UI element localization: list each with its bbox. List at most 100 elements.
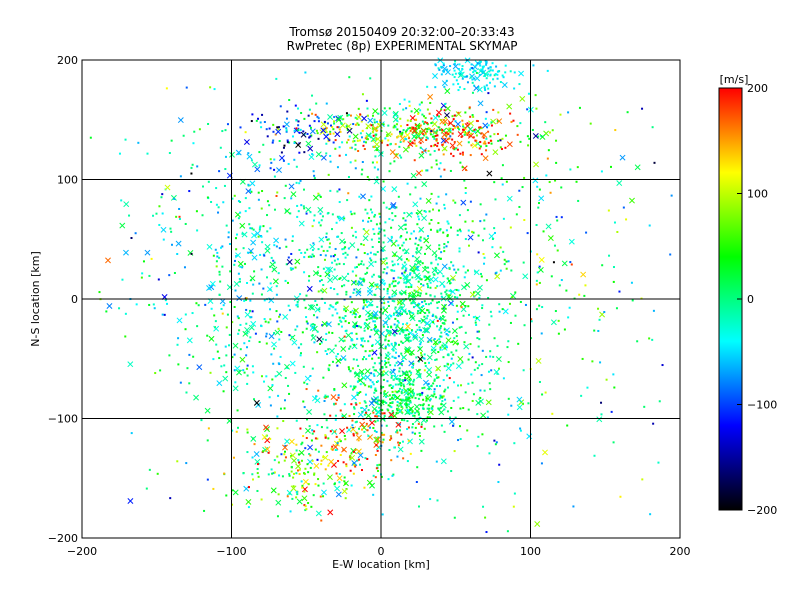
data-point	[396, 401, 399, 404]
data-point	[451, 303, 454, 306]
data-point-cross	[332, 444, 339, 450]
data-point-cross	[472, 64, 479, 70]
data-point	[584, 284, 587, 287]
data-point	[301, 484, 304, 487]
data-point	[522, 369, 525, 372]
data-point	[247, 486, 250, 489]
data-point	[457, 111, 460, 114]
data-point	[354, 463, 357, 466]
data-point	[403, 399, 406, 402]
data-point	[344, 256, 347, 259]
data-point	[501, 74, 504, 77]
data-point	[385, 206, 388, 209]
data-point	[343, 339, 346, 342]
data-point-cross	[127, 361, 134, 368]
data-point	[421, 391, 424, 394]
data-point	[347, 272, 350, 275]
data-point-cross	[275, 128, 282, 135]
data-point	[452, 362, 455, 365]
data-point	[472, 231, 475, 234]
data-point-cross	[440, 137, 447, 144]
data-point	[398, 378, 401, 381]
data-point	[323, 301, 326, 304]
data-point-cross	[206, 243, 213, 250]
data-point	[467, 313, 470, 316]
data-point	[277, 272, 280, 275]
data-point	[362, 305, 365, 308]
data-point	[165, 87, 168, 90]
data-point	[358, 427, 361, 430]
data-point	[446, 220, 449, 223]
data-point	[249, 251, 252, 254]
data-point-cross	[550, 319, 557, 326]
data-point	[483, 256, 486, 259]
data-point	[306, 383, 309, 386]
data-point	[446, 374, 449, 377]
data-point	[362, 144, 365, 147]
data-point	[464, 331, 467, 334]
data-point	[381, 139, 384, 142]
data-point	[388, 285, 391, 288]
data-point	[435, 258, 438, 261]
y-tick-label: 200	[57, 54, 78, 67]
data-point	[399, 312, 402, 315]
data-point	[435, 358, 438, 361]
data-point	[452, 199, 455, 202]
data-point	[439, 257, 442, 260]
data-point	[296, 303, 299, 306]
data-point	[373, 145, 376, 148]
data-point-cross	[378, 399, 385, 406]
data-point	[352, 432, 355, 435]
data-point	[426, 286, 429, 289]
data-point	[503, 263, 506, 266]
data-point	[312, 323, 315, 326]
data-point	[283, 450, 286, 453]
data-point	[334, 139, 337, 142]
data-point	[435, 202, 438, 205]
data-point	[438, 408, 441, 411]
data-point	[130, 432, 133, 435]
data-point	[277, 128, 280, 131]
data-point	[278, 247, 281, 250]
data-point	[439, 340, 442, 343]
data-point	[429, 101, 432, 104]
data-point	[447, 294, 450, 297]
data-point	[389, 402, 392, 405]
data-point	[251, 456, 254, 459]
data-point	[448, 122, 451, 125]
data-point	[536, 185, 539, 188]
colorbar-tick-label: −100	[747, 399, 777, 412]
data-point	[389, 405, 392, 408]
data-point	[269, 227, 272, 230]
data-point-cross	[244, 326, 251, 333]
data-point	[343, 403, 346, 406]
data-point	[371, 357, 374, 360]
data-point	[487, 124, 490, 127]
data-point	[419, 239, 422, 242]
data-point	[386, 380, 389, 383]
data-point	[394, 317, 397, 320]
data-point	[430, 394, 433, 397]
data-point	[173, 271, 176, 274]
data-point	[406, 124, 409, 127]
data-point	[368, 354, 371, 357]
data-point	[376, 317, 379, 320]
data-point	[447, 222, 450, 225]
data-point	[358, 195, 361, 198]
data-point	[325, 130, 328, 133]
data-point	[319, 254, 322, 257]
data-point-cross	[459, 300, 466, 307]
data-point	[287, 256, 290, 259]
data-point	[267, 321, 270, 324]
data-point	[124, 335, 127, 338]
data-point	[381, 441, 384, 444]
data-point	[427, 266, 430, 269]
data-point	[401, 388, 404, 391]
data-point	[398, 145, 401, 148]
data-point-cross	[317, 206, 324, 213]
data-point-cross	[397, 224, 404, 231]
data-point	[499, 269, 502, 272]
data-point	[285, 130, 288, 133]
data-point	[347, 366, 350, 369]
data-point	[456, 234, 459, 237]
